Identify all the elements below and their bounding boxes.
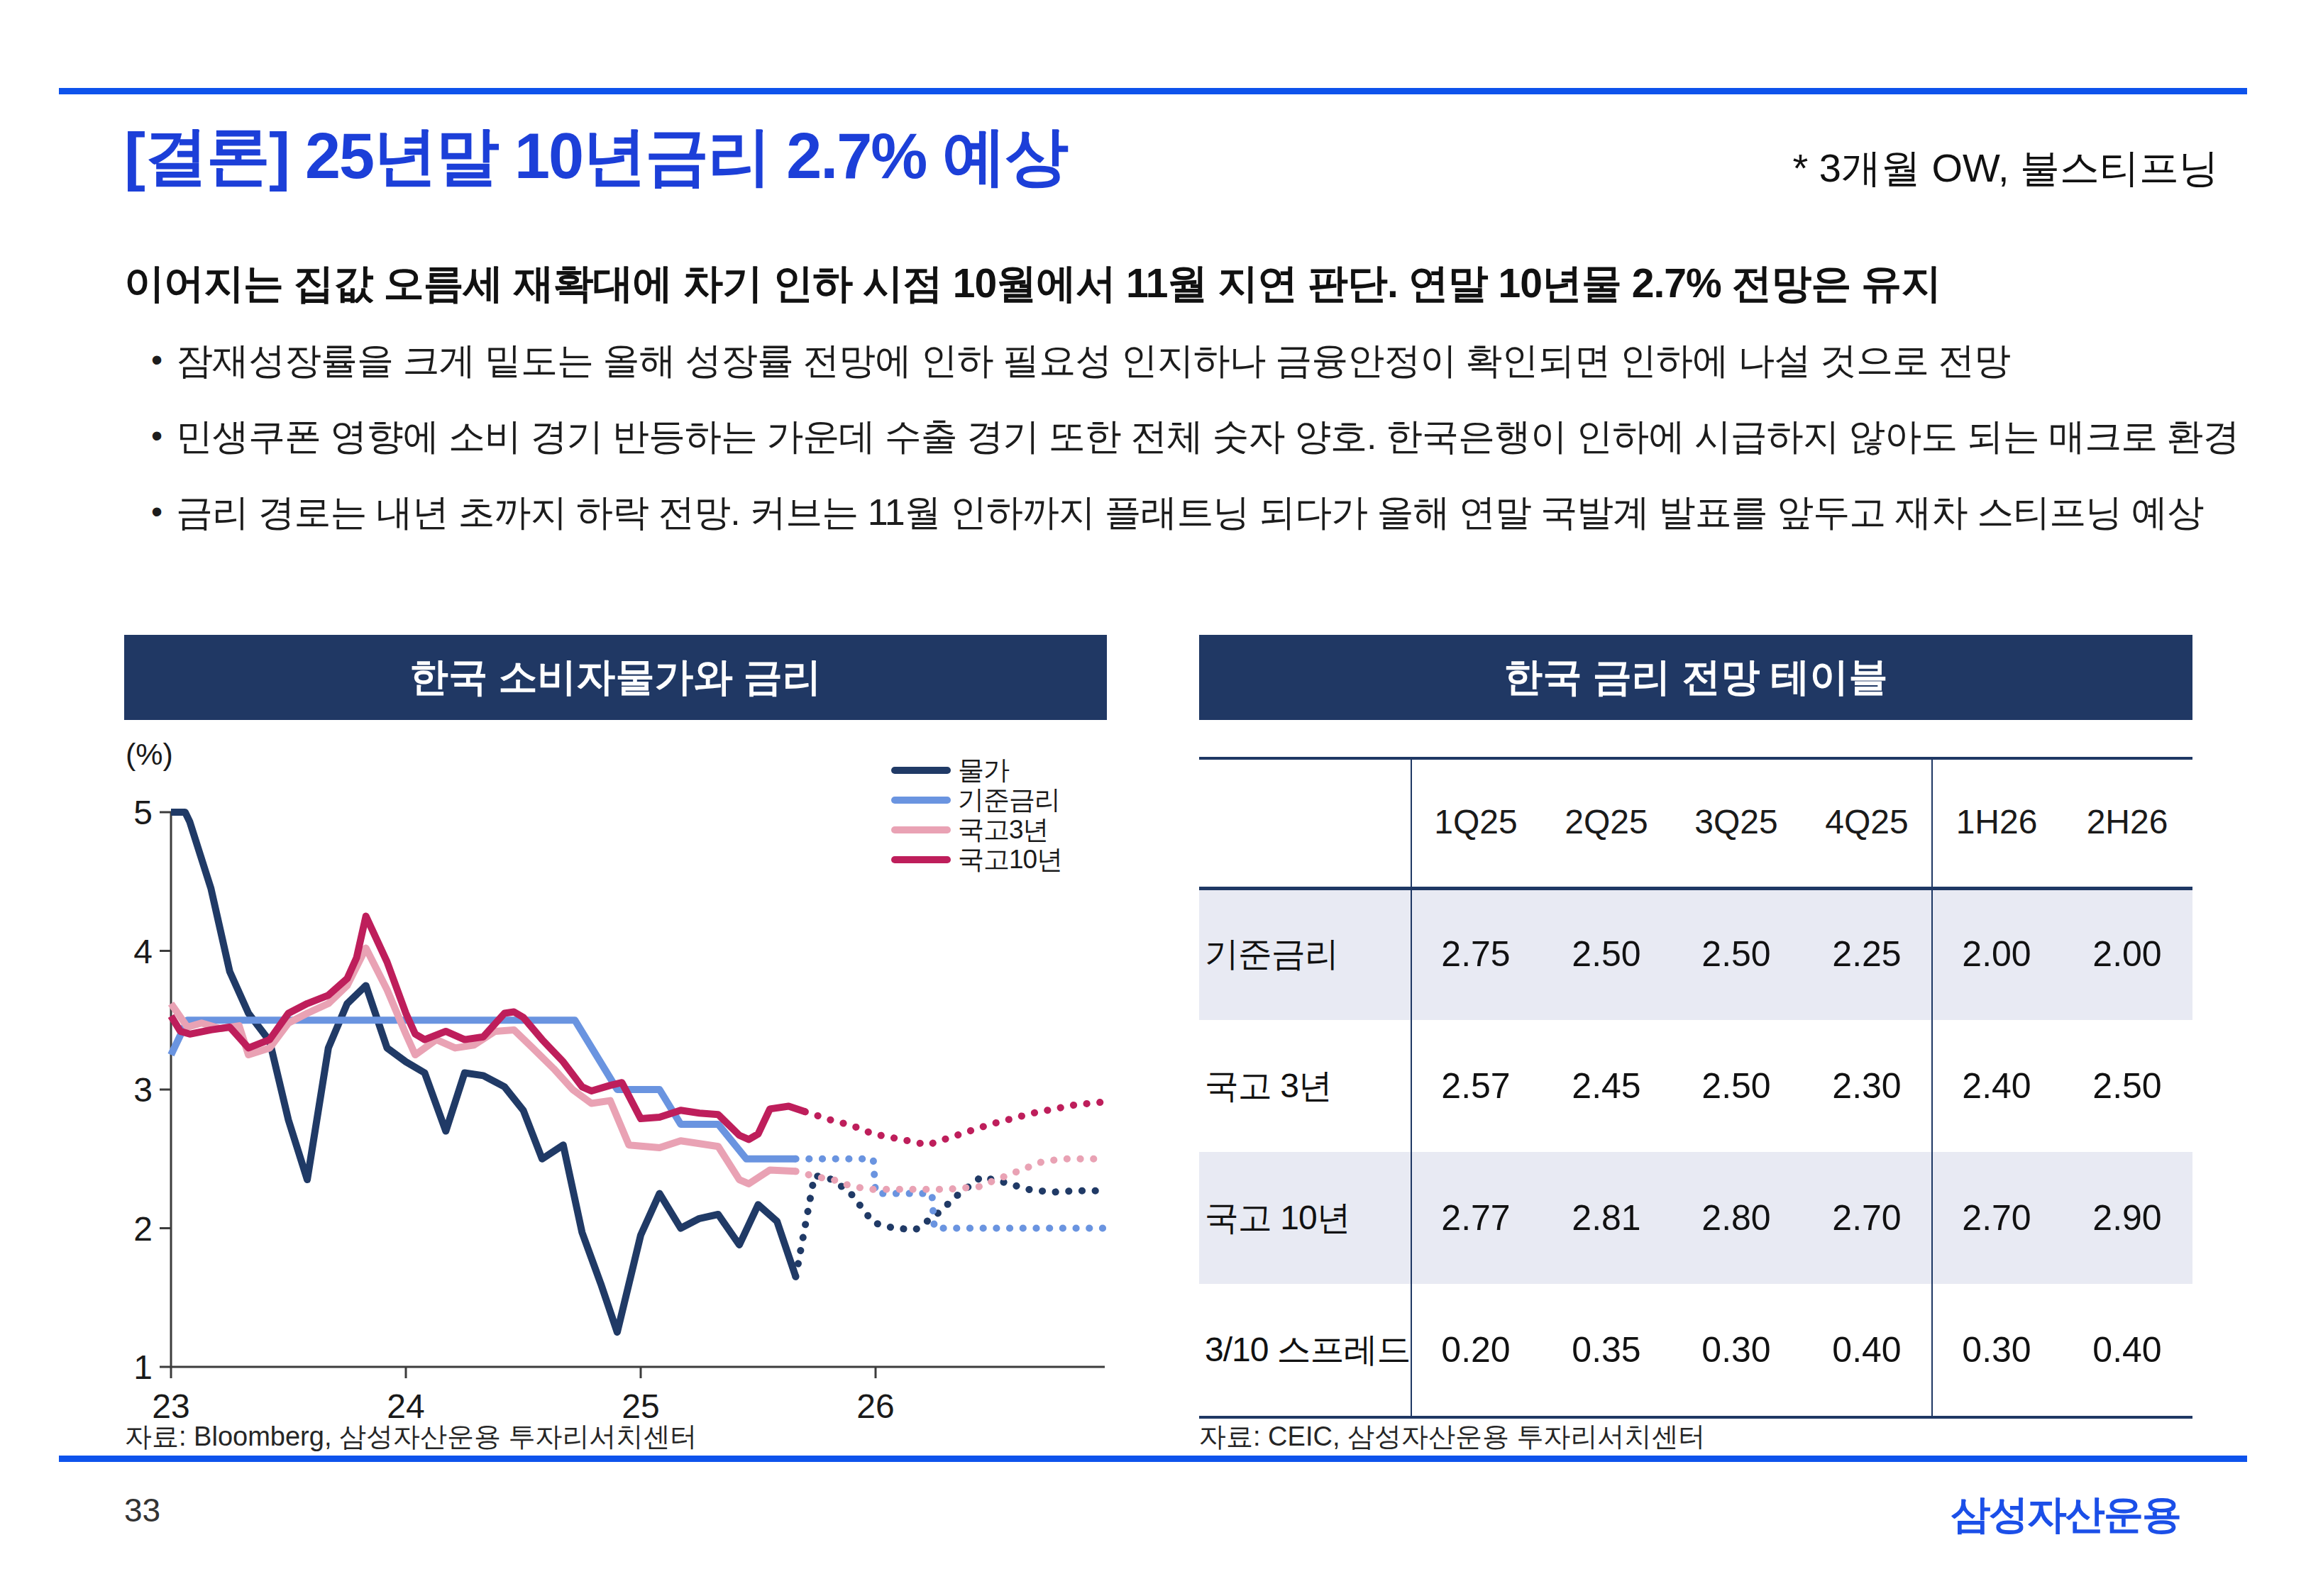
- top-rule: [59, 88, 2247, 94]
- table-cell: 2.90: [2062, 1197, 2192, 1239]
- column-header: 2H26: [2062, 802, 2192, 842]
- bullet-text: 민생쿠폰 영향에 소비 경기 반등하는 가운데 수출 경기 또한 전체 숫자 양…: [176, 416, 2239, 457]
- svg-text:3: 3: [133, 1071, 153, 1109]
- legend-item: 국고3년: [891, 815, 1062, 845]
- svg-text:26: 26: [856, 1387, 894, 1425]
- table-cell: 2.81: [1541, 1197, 1672, 1239]
- forecast-table: 1Q25 2Q25 3Q25 4Q25 1H26 2H26 기준금리 2.75 …: [1199, 757, 2192, 1419]
- page-title: [결론] 25년말 10년금리 2.7% 예상: [124, 113, 1067, 200]
- column-header: 2Q25: [1541, 802, 1672, 842]
- table-cell: 0.30: [1671, 1329, 1802, 1371]
- table-top-border: [1199, 757, 2192, 760]
- table-cell: 0.40: [2062, 1329, 2192, 1371]
- table-cell: 2.40: [1931, 1065, 2062, 1107]
- bullet-marker: •: [151, 417, 162, 454]
- svg-text:(%): (%): [126, 737, 173, 771]
- table-cell: 0.40: [1802, 1329, 1932, 1371]
- company-logo: 삼성자산운용: [1951, 1488, 2180, 1542]
- chart-legend: 물가 기준금리 국고3년 국고10년: [891, 755, 1062, 875]
- row-label: 국고 3년: [1205, 1065, 1411, 1107]
- series-swatch: [891, 767, 951, 774]
- table-cell: 2.50: [1671, 1065, 1802, 1107]
- legend-item: 국고10년: [891, 845, 1062, 875]
- chart-source: 자료: Bloomberg, 삼성자산운용 투자리서치센터: [125, 1419, 697, 1455]
- table-cell: 2.75: [1411, 933, 1541, 975]
- row-label: 국고 10년: [1205, 1197, 1411, 1239]
- bullet-item: • 잠재성장률을 크게 밑도는 올해 성장률 전망에 인하 필요성 인지하나 금융…: [151, 336, 2010, 386]
- bullet-marker: •: [151, 493, 162, 530]
- title-note: * 3개월 OW, 불스티프닝: [1793, 142, 2219, 196]
- series-swatch: [891, 826, 951, 833]
- table-cell: 2.30: [1802, 1065, 1932, 1107]
- series-swatch: [891, 797, 951, 804]
- bullet-item: • 금리 경로는 내년 초까지 하락 전망. 커브는 11월 인하까지 플래트닝 …: [151, 488, 2204, 538]
- svg-text:5: 5: [133, 794, 153, 831]
- bullet-item: • 민생쿠폰 영향에 소비 경기 반등하는 가운데 수출 경기 또한 전체 숫자 …: [151, 412, 2239, 462]
- table-cell: 2.57: [1411, 1065, 1541, 1107]
- table-cell: 2.00: [2062, 933, 2192, 975]
- lead-statement: 이어지는 집값 오름세 재확대에 차기 인하 시점 10월에서 11월 지연 판…: [124, 257, 1941, 311]
- table-cell: 2.00: [1931, 933, 2062, 975]
- table-cell: 2.70: [1931, 1197, 2062, 1239]
- svg-text:1: 1: [133, 1348, 153, 1386]
- chart-panel-title: 한국 소비자물가와 금리: [124, 635, 1107, 720]
- table-cell: 2.45: [1541, 1065, 1672, 1107]
- row-label: 기준금리: [1205, 933, 1411, 975]
- table-cell: 2.80: [1671, 1197, 1802, 1239]
- table-cell: 2.77: [1411, 1197, 1541, 1239]
- table-cell: 0.30: [1931, 1329, 2062, 1371]
- legend-label: 국고10년: [958, 842, 1062, 877]
- table-bottom-border: [1199, 1416, 2192, 1419]
- column-header: 4Q25: [1802, 802, 1932, 842]
- bullet-marker: •: [151, 341, 162, 378]
- bullet-text: 금리 경로는 내년 초까지 하락 전망. 커브는 11월 인하까지 플래트닝 되…: [176, 492, 2203, 533]
- table-cell: 0.35: [1541, 1329, 1672, 1371]
- table-cell: 0.20: [1411, 1329, 1541, 1371]
- legend-item: 기준금리: [891, 785, 1062, 815]
- series-swatch: [891, 856, 951, 863]
- table-cell: 2.50: [1541, 933, 1672, 975]
- table-panel-title: 한국 금리 전망 테이블: [1199, 635, 2192, 720]
- slide: { "header": { "title": "[결론] 25년말 10년금리 …: [0, 0, 2306, 1596]
- table-cell: 2.25: [1802, 933, 1932, 975]
- bullet-text: 잠재성장률을 크게 밑도는 올해 성장률 전망에 인하 필요성 인지하나 금융안…: [176, 340, 2010, 381]
- table-cell: 2.70: [1802, 1197, 1932, 1239]
- row-label: 3/10 스프레드: [1205, 1329, 1411, 1371]
- table-header-border: [1199, 887, 2192, 890]
- page-number: 33: [124, 1491, 160, 1529]
- bottom-rule: [59, 1456, 2247, 1462]
- legend-item: 물가: [891, 755, 1062, 785]
- table-cell: 2.50: [2062, 1065, 2192, 1107]
- column-header: 1Q25: [1411, 802, 1541, 842]
- table-source: 자료: CEIC, 삼성자산운용 투자리서치센터: [1199, 1419, 1706, 1455]
- column-header: 1H26: [1931, 802, 2062, 842]
- column-header: 3Q25: [1671, 802, 1802, 842]
- table-cell: 2.50: [1671, 933, 1802, 975]
- svg-text:4: 4: [133, 933, 153, 970]
- svg-text:2: 2: [133, 1210, 153, 1248]
